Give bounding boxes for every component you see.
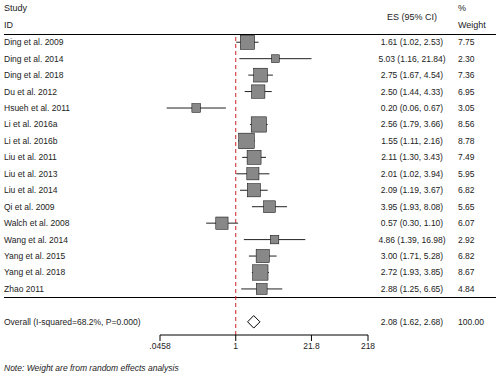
svg-text:2.01 (1.02, 3.94): 2.01 (1.02, 3.94)	[381, 169, 444, 179]
svg-text:1: 1	[233, 341, 238, 351]
svg-text:2.72 (1.93, 3.85): 2.72 (1.93, 3.85)	[381, 267, 444, 277]
svg-text:5.03 (1.16, 21.84): 5.03 (1.16, 21.84)	[378, 54, 445, 64]
svg-text:1.61 (1.02, 2.53): 1.61 (1.02, 2.53)	[381, 37, 444, 47]
svg-text:2.11 (1.30, 3.43): 2.11 (1.30, 3.43)	[381, 152, 443, 162]
svg-text:7.36: 7.36	[458, 70, 475, 80]
svg-text:3.95 (1.93, 8.08): 3.95 (1.93, 8.08)	[381, 202, 444, 212]
svg-text:Walch et al. 2008: Walch et al. 2008	[8, 218, 70, 228]
svg-text:6.82: 6.82	[458, 185, 475, 195]
svg-text:4.86 (1.39, 16.98): 4.86 (1.39, 16.98)	[378, 235, 445, 245]
svg-text:2.08 (1.62, 2.68): 2.08 (1.62, 2.68)	[381, 317, 444, 327]
svg-text:218: 218	[361, 341, 375, 351]
html-text:ES (95% CI): ES (95% CI)	[387, 11, 437, 22]
svg-text:6.07: 6.07	[458, 218, 475, 228]
svg-text:21.8: 21.8	[303, 341, 320, 351]
svg-text:7.49: 7.49	[458, 152, 475, 162]
svg-text:2.75 (1.67, 4.54): 2.75 (1.67, 4.54)	[381, 70, 444, 80]
svg-text:2.92: 2.92	[458, 235, 475, 245]
html-text:Note: Weight are from random e: Note: Weight are from random effects ana…	[4, 363, 179, 373]
svg-text:3.05: 3.05	[458, 103, 475, 113]
svg-text:Liu et al. 2013: Liu et al. 2013	[8, 169, 58, 179]
svg-text:2.56 (1.79, 3.66): 2.56 (1.79, 3.66)	[381, 119, 444, 129]
svg-text:7.75: 7.75	[458, 37, 475, 47]
svg-text:8.67: 8.67	[458, 267, 475, 277]
svg-text:6.95: 6.95	[458, 87, 475, 97]
svg-text:Wang et al. 2014: Wang et al. 2014	[8, 235, 68, 245]
svg-text:Liu et al. 2011: Liu et al. 2011	[8, 152, 57, 162]
svg-text:2.30: 2.30	[458, 54, 475, 64]
svg-text:2.50 (1.44, 4.33): 2.50 (1.44, 4.33)	[381, 87, 444, 97]
svg-text:0.20 (0.06, 0.67): 0.20 (0.06, 0.67)	[381, 103, 444, 113]
svg-text:4.84: 4.84	[458, 284, 475, 294]
svg-text:Hsueh et al. 2011: Hsueh et al. 2011	[8, 103, 70, 113]
html-text:ID: ID	[4, 20, 13, 30]
svg-text:8.78: 8.78	[458, 136, 475, 146]
html-text:Study: Study	[4, 3, 27, 13]
svg-text:Ding et al. 2014: Ding et al. 2014	[8, 54, 64, 64]
svg-text:Li et al. 2016b: Li et al. 2016b	[8, 136, 58, 146]
svg-text:Qi et al. 2009: Qi et al. 2009	[8, 202, 55, 212]
svg-text:Liu et al. 2014: Liu et al. 2014	[8, 185, 58, 195]
svg-text:Yang et al. 2018: Yang et al. 2018	[8, 267, 66, 277]
svg-text:Overall (I-squared=68.2%, P=0.: Overall (I-squared=68.2%, P=0.000)	[8, 317, 141, 327]
svg-text:5.95: 5.95	[458, 169, 475, 179]
svg-text:6.82: 6.82	[458, 251, 475, 261]
html-text:Weight: Weight	[458, 20, 486, 30]
svg-text:Li et al. 2016a: Li et al. 2016a	[8, 119, 58, 129]
svg-text:.0458: .0458	[149, 341, 171, 351]
svg-text:2.88 (1.25, 6.65): 2.88 (1.25, 6.65)	[381, 284, 444, 294]
svg-text:Yang et al. 2015: Yang et al. 2015	[8, 251, 66, 261]
svg-text:Ding et al. 2018: Ding et al. 2018	[8, 70, 64, 80]
svg-text:3.00 (1.71, 5.28): 3.00 (1.71, 5.28)	[381, 251, 444, 261]
svg-text:0.57 (0.30, 1.10): 0.57 (0.30, 1.10)	[381, 218, 444, 228]
svg-text:Du et al. 2012: Du et al. 2012	[8, 87, 57, 97]
svg-text:1.55 (1.11, 2.16): 1.55 (1.11, 2.16)	[381, 136, 443, 146]
svg-text:2.09 (1.19, 3.67): 2.09 (1.19, 3.67)	[381, 185, 444, 195]
svg-text:5.65: 5.65	[458, 202, 475, 212]
svg-text:8.56: 8.56	[458, 119, 475, 129]
svg-text:Zhao 2011: Zhao 2011	[8, 284, 44, 294]
svg-text:100.00: 100.00	[458, 317, 484, 327]
svg-text:Ding et al. 2009: Ding et al. 2009	[8, 37, 64, 47]
